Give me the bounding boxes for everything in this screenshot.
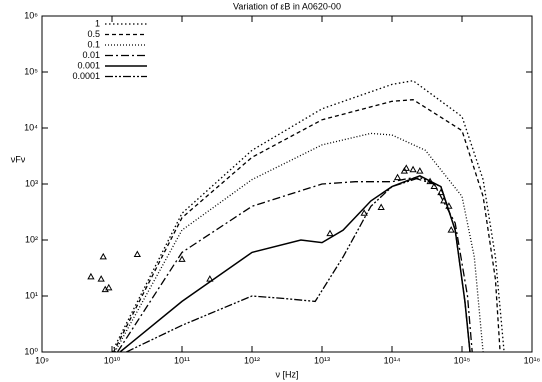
legend-label: 0.1 <box>87 39 100 49</box>
data-point <box>97 275 105 282</box>
data-point <box>393 173 402 181</box>
data-point <box>105 283 113 291</box>
data-point <box>377 203 385 211</box>
y-tick-label: 10³ <box>25 178 38 188</box>
data-point <box>430 182 438 190</box>
series-line <box>126 176 471 352</box>
y-tick-label: 10⁴ <box>24 122 38 132</box>
y-tick-label: 10² <box>25 234 38 244</box>
series-line <box>112 99 501 352</box>
data-point <box>206 275 214 282</box>
legend-label: 0.001 <box>77 60 100 70</box>
legend-label: 0.0001 <box>72 71 100 81</box>
y-tick-label: 10⁰ <box>24 346 38 356</box>
x-tick-label: 10¹¹ <box>174 355 190 365</box>
data-point <box>402 164 410 171</box>
x-tick-label: 10¹⁵ <box>454 355 471 365</box>
legend-label: 0.5 <box>87 29 100 39</box>
x-tick-label: 10¹⁰ <box>104 355 121 365</box>
series-line <box>111 80 505 352</box>
data-point <box>326 229 334 237</box>
y-tick-label: 10¹ <box>25 290 38 300</box>
x-tick-label: 10¹⁶ <box>524 355 541 365</box>
y-tick-label: 10⁶ <box>24 10 38 20</box>
y-axis-label: νFν <box>11 154 26 164</box>
x-tick-label: 10¹⁴ <box>384 355 401 365</box>
x-tick-label: 10¹³ <box>314 355 330 365</box>
chart-title: Variation of εB in A0620-00 <box>233 1 341 11</box>
data-point <box>360 209 368 216</box>
legend-label: 1 <box>95 18 100 28</box>
x-tick-label: 10¹² <box>244 355 260 365</box>
data-point <box>99 252 107 260</box>
data-point <box>440 196 448 204</box>
data-point <box>445 202 453 209</box>
data-point <box>178 255 186 262</box>
series-line <box>119 174 471 352</box>
y-tick-label: 10⁵ <box>24 66 38 76</box>
data-point <box>409 165 417 173</box>
data-point <box>416 167 424 174</box>
data-point <box>447 226 455 233</box>
data-point <box>87 272 95 280</box>
data-point <box>437 188 445 196</box>
data-point <box>133 250 141 258</box>
series-line <box>116 176 473 352</box>
x-tick-label: 10⁹ <box>35 355 49 365</box>
x-axis-label: ν [Hz] <box>275 369 298 379</box>
data-point <box>426 177 434 185</box>
series-line <box>114 132 484 352</box>
legend-label: 0.01 <box>82 50 100 60</box>
